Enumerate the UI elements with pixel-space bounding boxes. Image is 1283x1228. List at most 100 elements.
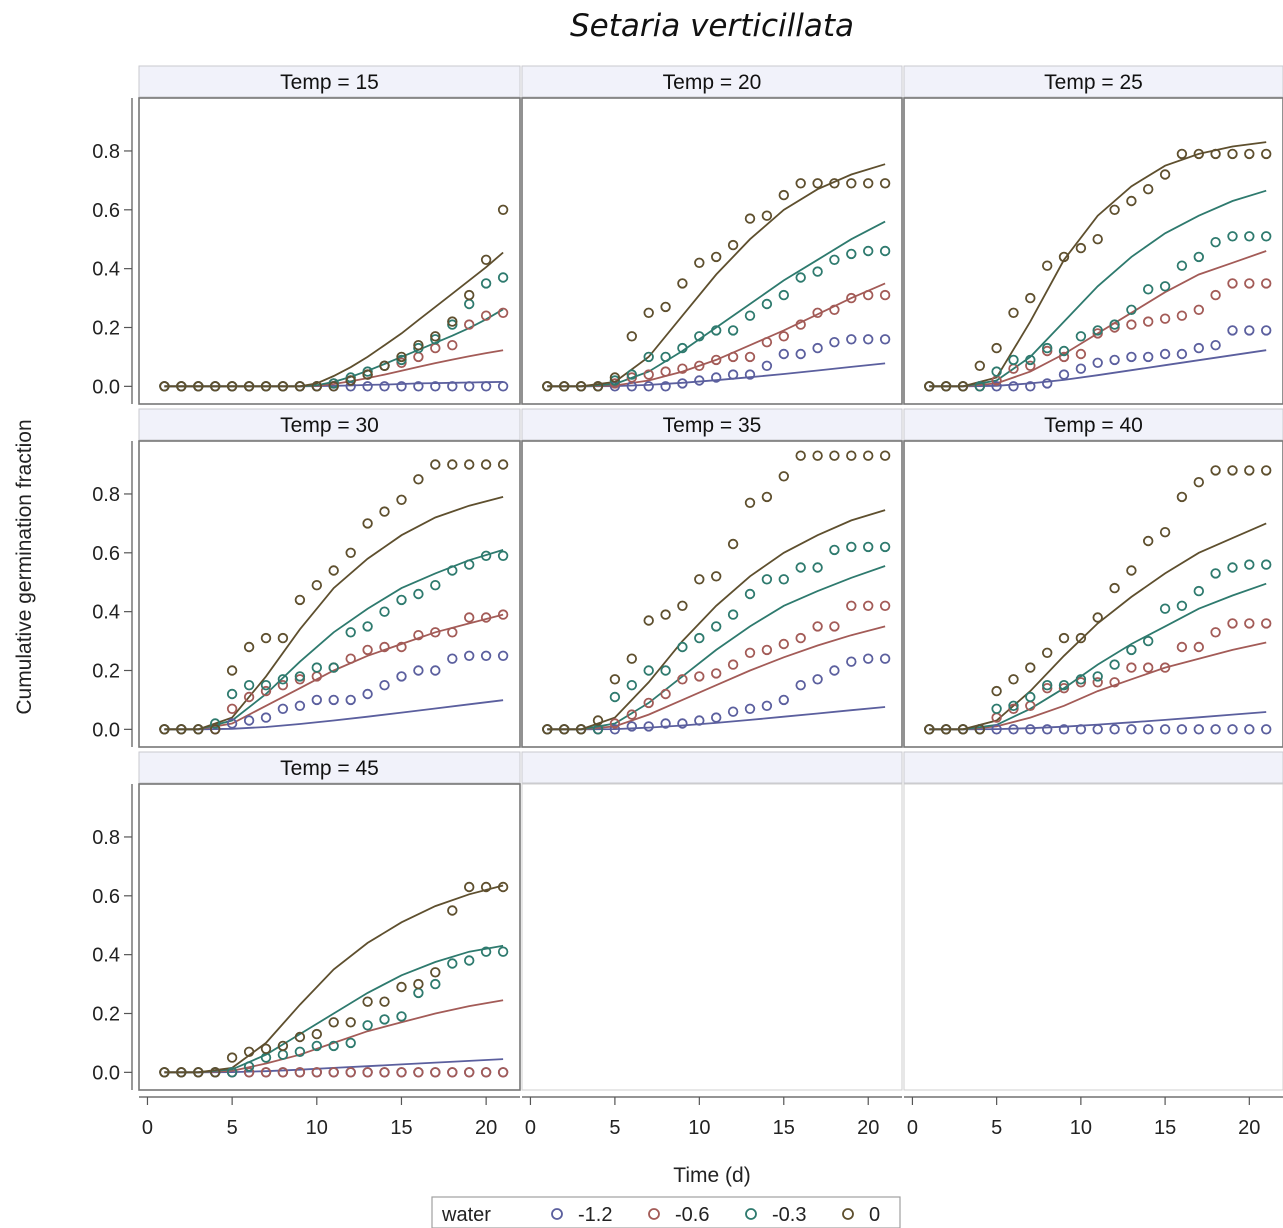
data-point-water--0.6 (362, 1067, 373, 1078)
data-point-water--1.2 (643, 381, 654, 392)
data-point-water--0.3 (328, 1040, 339, 1052)
data-point-water--0.6 (795, 319, 806, 330)
data-point-water-0 (1142, 535, 1154, 547)
y-tick-label: 0.0 (92, 719, 120, 741)
data-point-water--0.3 (846, 248, 857, 260)
data-point-water--1.2 (345, 694, 356, 706)
data-point-water-0 (362, 996, 373, 1007)
data-point-water-0 (575, 381, 587, 392)
data-point-water--0.3 (626, 369, 638, 380)
data-point-water-0 (592, 715, 604, 726)
panel-frame (138, 783, 521, 1091)
data-point-water-0 (464, 459, 475, 470)
y-tick-label: 0.8 (92, 141, 120, 163)
data-point-water--0.6 (430, 1067, 441, 1078)
panel-temp-35: Temp = 35 (521, 408, 903, 748)
data-point-water--1.2 (1041, 724, 1053, 735)
data-point-water--1.2 (1227, 325, 1238, 336)
panel-frame (903, 97, 1283, 405)
x-axis-col-2: 0 5 10 15 20 (522, 1096, 902, 1139)
panel-strip-label: Temp = 15 (280, 71, 379, 94)
data-point-water--0.3 (1142, 284, 1154, 295)
data-point-water--0.3 (294, 671, 306, 682)
fit-line-water--0.6 (164, 613, 504, 731)
data-point-water-0 (1260, 148, 1272, 160)
data-point-water--0.6 (1058, 351, 1070, 363)
data-point-water--0.6 (643, 369, 654, 380)
data-point-water-0 (626, 331, 638, 342)
data-point-water--0.6 (744, 647, 756, 659)
data-point-water--0.6 (497, 307, 509, 319)
data-point-water-0 (711, 251, 722, 263)
data-point-water--0.3 (464, 559, 475, 570)
data-point-water-0 (542, 724, 553, 735)
data-point-water--0.3 (609, 691, 621, 703)
data-point-water-0 (694, 257, 705, 269)
data-point-water-0 (345, 547, 356, 559)
y-tick-label: 0.6 (92, 200, 120, 222)
data-point-water--0.3 (430, 978, 441, 990)
data-point-water--0.3 (480, 946, 492, 957)
data-point-water-0 (660, 301, 671, 313)
data-point-water--1.2 (846, 656, 857, 667)
data-point-water--0.6 (829, 621, 840, 632)
data-point-water--0.6 (464, 1067, 475, 1078)
data-point-water-0 (829, 450, 840, 461)
data-point-water--0.3 (727, 609, 739, 620)
data-point-water--0.3 (277, 674, 289, 685)
data-point-water-0 (1210, 148, 1221, 160)
data-point-water--0.6 (846, 292, 857, 304)
fit-line-water--0.6 (929, 641, 1267, 731)
data-point-water-0 (1041, 260, 1053, 271)
panel-frame (138, 97, 521, 405)
data-point-water-0 (1041, 647, 1053, 659)
panel-strip-label: Temp = 30 (280, 414, 379, 437)
data-point-water--1.2 (711, 712, 722, 723)
data-point-water--0.3 (396, 354, 407, 366)
fit-line-water--1.2 (547, 706, 886, 731)
x-tick-label: 10 (1070, 1117, 1092, 1139)
data-point-water-0 (1109, 204, 1120, 216)
data-point-water--0.3 (643, 665, 654, 676)
data-point-water-0 (1244, 465, 1255, 476)
data-point-water--0.3 (294, 1046, 306, 1058)
data-point-water-0 (991, 342, 1002, 354)
data-point-water--0.6 (744, 351, 756, 363)
data-point-water--1.2 (1210, 724, 1221, 735)
data-point-water-0 (345, 1017, 356, 1028)
data-point-water--0.3 (660, 351, 671, 363)
data-point-water--0.6 (1210, 627, 1221, 638)
data-point-water--1.2 (694, 715, 705, 726)
data-point-water-0 (609, 674, 621, 685)
data-point-water-0 (294, 381, 306, 392)
data-point-water--0.3 (1025, 354, 1036, 366)
data-point-water--0.6 (328, 1067, 339, 1078)
data-point-water-0 (260, 1043, 272, 1055)
data-point-water-0 (744, 497, 756, 509)
data-point-water-0 (260, 632, 272, 644)
y-axes: 0.00.20.40.60.80.00.20.40.60.80.00.20.40… (92, 98, 133, 1090)
data-point-water--1.2 (677, 718, 688, 729)
data-point-water--0.3 (497, 550, 509, 562)
data-point-water--0.3 (626, 680, 638, 691)
data-point-water--0.3 (829, 254, 840, 265)
data-point-water--0.6 (1159, 662, 1171, 673)
panel-temp-45: Temp = 45 (138, 751, 521, 1091)
panel-strip (138, 751, 521, 784)
empty-panel-frame (903, 783, 1283, 1091)
data-point-water-0 (497, 204, 509, 216)
data-point-water-0 (480, 254, 492, 265)
data-point-water--0.6 (379, 1067, 390, 1078)
data-point-water-0 (1008, 674, 1019, 685)
panel-strip-label: Temp = 40 (1044, 414, 1143, 437)
data-point-water--0.6 (464, 319, 475, 330)
data-point-water--0.3 (1227, 562, 1238, 573)
panel-temp-15: Temp = 15 (138, 65, 521, 405)
data-point-water-0 (1244, 148, 1255, 160)
data-point-water--1.2 (362, 688, 373, 700)
data-point-water--0.3 (1126, 304, 1137, 316)
data-point-water-0 (924, 724, 935, 735)
data-point-water--0.3 (1142, 635, 1154, 647)
data-point-water--0.6 (863, 289, 874, 301)
data-point-water-0 (812, 450, 823, 461)
